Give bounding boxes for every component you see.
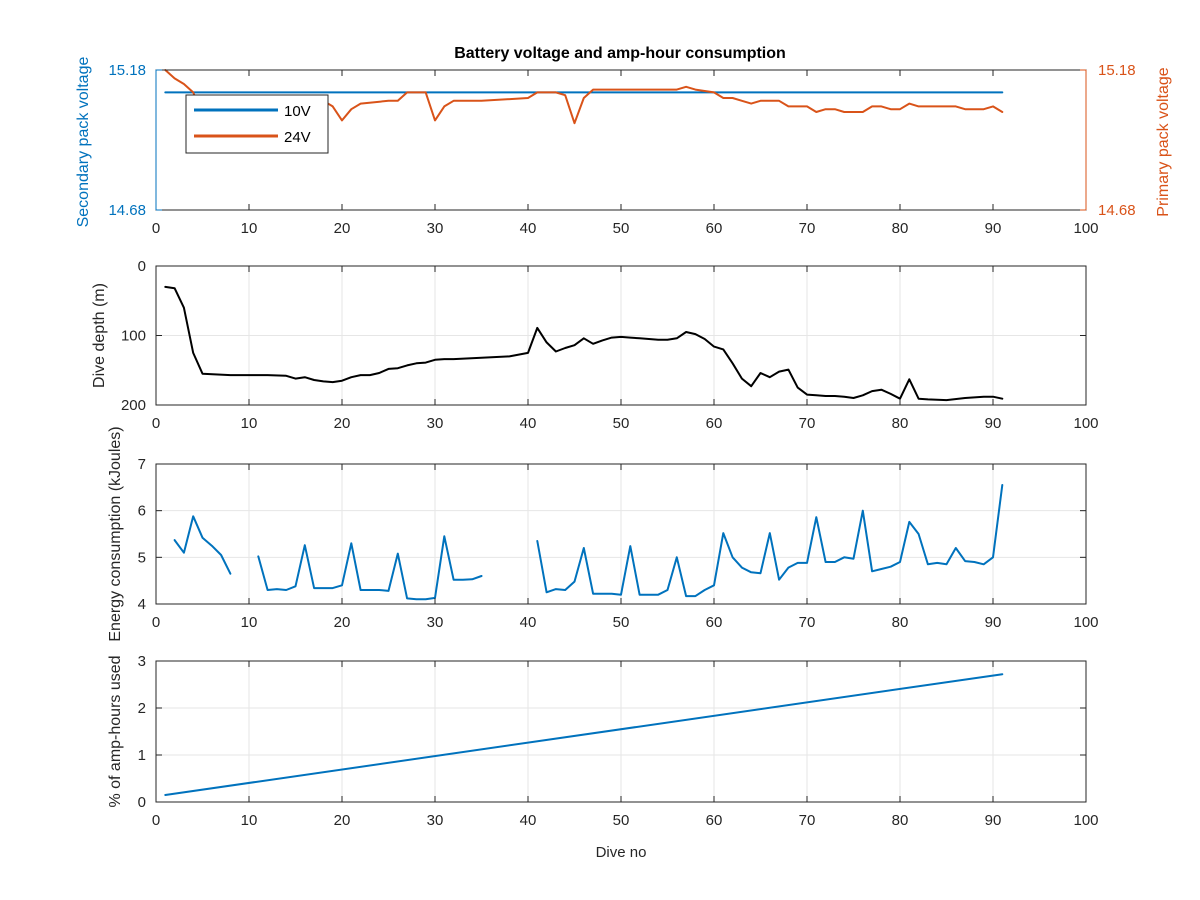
y-axis-label: Dive depth (m) — [91, 283, 108, 388]
x-tick-label: 70 — [799, 220, 816, 237]
x-tick-label: 90 — [985, 614, 1002, 631]
y-axis-label: Energy consumption (kJoules) — [107, 426, 124, 641]
chart-energy: 0 10 20 30 40 50 60 70 80 90 100 4 5 6 7 Energy consump… — [107, 426, 1099, 641]
x-tick-label: 10 — [241, 614, 258, 631]
x-tick-label: 90 — [985, 415, 1002, 432]
y-tick-label: 2 — [138, 700, 146, 717]
chart-voltage: 0 10 20 30 40 50 60 70 80 90 100 15.18 14.68 15.18 14.… — [75, 57, 1172, 237]
figure-title: Battery voltage and amp-hour consumption — [454, 45, 786, 62]
y-axis-label-right: Primary pack voltage — [1155, 67, 1172, 216]
x-tick-label: 20 — [334, 812, 351, 829]
y-tick-label-right: 15.18 — [1098, 62, 1136, 79]
y-tick-label: 3 — [138, 653, 146, 670]
x-tick-label: 60 — [706, 415, 723, 432]
y-tick-label: 1 — [138, 747, 146, 764]
x-tick-label: 20 — [334, 220, 351, 237]
x-tick-label: 50 — [613, 415, 630, 432]
x-tick-label: 80 — [892, 614, 909, 631]
x-tick-label: 40 — [520, 220, 537, 237]
x-tick-label: 30 — [427, 614, 444, 631]
x-tick-label: 80 — [892, 415, 909, 432]
x-tick-label: 10 — [241, 812, 258, 829]
legend-box — [185, 94, 329, 154]
y-tick-label: 200 — [121, 397, 146, 414]
x-tick-label: 40 — [520, 812, 537, 829]
x-tick-label: 100 — [1073, 614, 1098, 631]
y-tick-label: 0 — [138, 258, 146, 275]
x-tick-label: 70 — [799, 812, 816, 829]
x-tick-label: 20 — [334, 415, 351, 432]
chart-amphours: 0 10 20 30 40 50 60 70 80 90 100 0 1 2 3 % of amp-hours… — [107, 653, 1099, 861]
series-line-24v — [164, 69, 1004, 153]
x-tick-label: 30 — [427, 812, 444, 829]
x-tick-label: 30 — [427, 415, 444, 432]
y-tick-label: 7 — [138, 456, 146, 473]
x-tick-label: 50 — [613, 220, 630, 237]
series-line-amphours-0 — [164, 673, 1004, 796]
x-tick-label: 40 — [520, 614, 537, 631]
series-line-depth-0 — [164, 285, 1004, 402]
y-tick-label-left: 15.18 — [108, 62, 146, 79]
chart-depth: 0 10 20 30 40 50 60 70 80 90 100 0 100 200 Dive depth … — [91, 258, 1099, 432]
series-line-energy-0-seg0 — [173, 515, 232, 575]
y-tick-label-left: 14.68 — [108, 202, 146, 219]
series-line-energy-0-seg2 — [536, 484, 1004, 598]
y-tick-label: 0 — [138, 794, 146, 811]
x-tick-label: 100 — [1073, 415, 1098, 432]
x-tick-label: 90 — [985, 812, 1002, 829]
y-tick-label-right: 14.68 — [1098, 202, 1136, 219]
x-tick-label: 30 — [427, 220, 444, 237]
y-axis-label: % of amp-hours used — [107, 655, 124, 807]
x-tick-label: 0 — [152, 415, 160, 432]
x-tick-label: 60 — [706, 614, 723, 631]
x-tick-label: 70 — [799, 415, 816, 432]
plot-area: 0 10 20 30 40 50 60 70 80 90 10015.1814.6815.1814.… — [75, 57, 1172, 861]
y-tick-label: 4 — [138, 596, 146, 613]
legend: 10V 24V — [185, 94, 329, 154]
x-tick-label: 60 — [706, 812, 723, 829]
y-tick-label: 100 — [121, 328, 146, 345]
x-tick-label: 70 — [799, 614, 816, 631]
x-tick-label: 80 — [892, 812, 909, 829]
x-tick-label: 90 — [985, 220, 1002, 237]
y-tick-label: 5 — [138, 549, 146, 566]
legend-label-24v: 24V — [284, 129, 311, 146]
x-tick-label: 50 — [613, 614, 630, 631]
y-tick-label: 6 — [138, 503, 146, 520]
x-tick-label: 20 — [334, 614, 351, 631]
x-tick-label: 0 — [152, 812, 160, 829]
x-tick-label: 100 — [1073, 812, 1098, 829]
legend-label-10v: 10V — [284, 103, 311, 120]
x-tick-label: 0 — [152, 220, 160, 237]
y-axis-label-left: Secondary pack voltage — [75, 57, 92, 228]
x-tick-label: 50 — [613, 812, 630, 829]
x-tick-label: 10 — [241, 220, 258, 237]
series-line-energy-0-seg1 — [257, 535, 483, 601]
x-tick-label: 100 — [1073, 220, 1098, 237]
x-tick-label: 80 — [892, 220, 909, 237]
x-tick-label: 40 — [520, 415, 537, 432]
x-tick-label: 10 — [241, 415, 258, 432]
x-tick-label: 0 — [152, 614, 160, 631]
x-axis-label: Dive no — [596, 844, 647, 861]
x-tick-label: 60 — [706, 220, 723, 237]
